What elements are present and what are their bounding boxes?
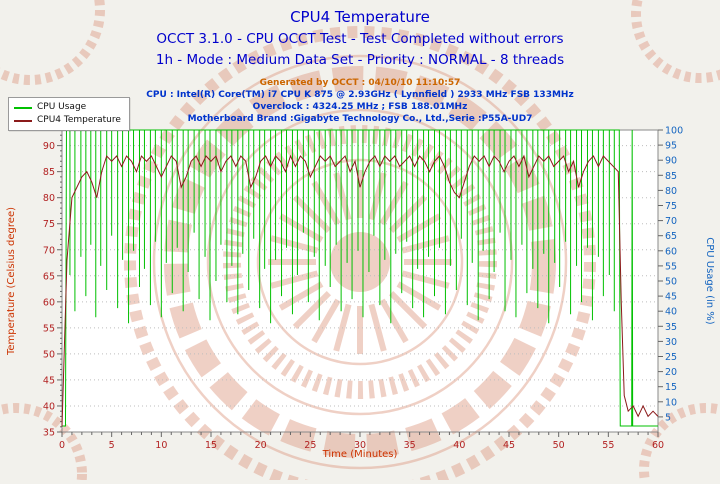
svg-text:40: 40 — [665, 307, 677, 318]
svg-text:35: 35 — [665, 322, 677, 333]
svg-text:20: 20 — [665, 367, 677, 378]
svg-text:0: 0 — [59, 440, 65, 451]
svg-text:5: 5 — [109, 440, 115, 451]
svg-text:5: 5 — [665, 412, 671, 423]
svg-text:60: 60 — [665, 246, 677, 257]
svg-text:80: 80 — [665, 186, 677, 197]
svg-text:70: 70 — [665, 216, 677, 227]
svg-text:55: 55 — [43, 323, 55, 334]
legend-label: CPU4 Temperature — [37, 115, 121, 125]
svg-text:80: 80 — [43, 193, 55, 204]
overclock-info-line: Overclock : 4324.25 MHz ; FSB 188.01MHz — [252, 102, 468, 112]
generated-timestamp: Generated by OCCT : 04/10/10 11:10:57 — [259, 78, 461, 88]
chart-legend: CPU Usage CPU4 Temperature — [8, 97, 130, 131]
svg-text:50: 50 — [43, 349, 55, 360]
svg-text:75: 75 — [43, 219, 55, 230]
svg-text:50: 50 — [553, 440, 565, 451]
legend-item: CPU Usage — [14, 101, 121, 114]
svg-text:25: 25 — [304, 440, 316, 451]
legend-swatch — [14, 119, 32, 122]
svg-text:85: 85 — [665, 171, 677, 182]
motherboard-info-line: Motherboard Brand :Gigabyte Technology C… — [187, 114, 533, 124]
svg-text:45: 45 — [665, 292, 677, 303]
svg-text:20: 20 — [255, 440, 267, 451]
svg-text:85: 85 — [43, 167, 55, 178]
svg-text:10: 10 — [155, 440, 167, 451]
svg-text:100: 100 — [665, 126, 683, 137]
svg-text:90: 90 — [43, 141, 55, 152]
svg-text:55: 55 — [602, 440, 614, 451]
svg-text:40: 40 — [43, 401, 55, 412]
svg-text:55: 55 — [665, 261, 677, 272]
svg-text:65: 65 — [43, 271, 55, 282]
svg-text:10: 10 — [665, 397, 677, 408]
svg-text:50: 50 — [665, 277, 677, 288]
svg-text:75: 75 — [665, 201, 677, 212]
svg-text:15: 15 — [665, 382, 677, 393]
svg-text:15: 15 — [205, 440, 217, 451]
svg-text:30: 30 — [665, 337, 677, 348]
svg-text:65: 65 — [665, 231, 677, 242]
svg-text:70: 70 — [43, 245, 55, 256]
svg-text:40: 40 — [453, 440, 465, 451]
page-title: CPU4 Temperature — [290, 8, 430, 26]
svg-text:45: 45 — [43, 375, 55, 386]
legend-item: CPU4 Temperature — [14, 114, 121, 127]
svg-text:CPU Usage (in %): CPU Usage (in %) — [704, 237, 715, 325]
test-mode-subtitle: 1h - Mode : Medium Data Set - Priority :… — [155, 52, 565, 68]
svg-text:25: 25 — [665, 352, 677, 363]
legend-label: CPU Usage — [37, 102, 87, 112]
svg-text:Time (Minutes): Time (Minutes) — [322, 449, 398, 460]
cpu-info-line: CPU : Intel(R) Core(TM) i7 CPU K 875 @ 2… — [146, 90, 574, 100]
svg-text:30: 30 — [354, 440, 366, 451]
legend-swatch — [14, 106, 32, 109]
svg-text:35: 35 — [404, 440, 416, 451]
svg-text:90: 90 — [665, 156, 677, 167]
svg-text:60: 60 — [43, 297, 55, 308]
svg-text:95: 95 — [665, 141, 677, 152]
svg-text:45: 45 — [503, 440, 515, 451]
test-result-subtitle: OCCT 3.1.0 - CPU OCCT Test - Test Comple… — [156, 31, 564, 47]
svg-text:60: 60 — [652, 440, 664, 451]
svg-text:35: 35 — [43, 428, 55, 439]
svg-text:Temperature (Celsius degree): Temperature (Celsius degree) — [6, 207, 17, 356]
